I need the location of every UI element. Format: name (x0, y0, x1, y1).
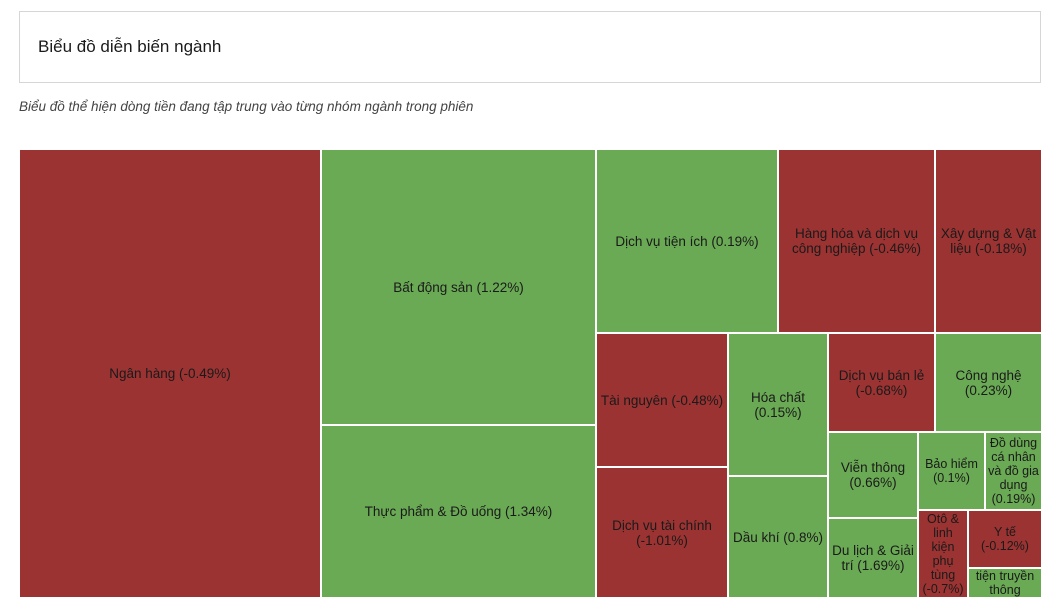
treemap-cell-du-lich-giai-tri[interactable]: Du lịch & Giải trí (1.69%) (828, 518, 918, 598)
treemap-cell-hang-hoa-va-dich-vu-cong-nghiep[interactable]: Hàng hóa và dịch vụ công nghiệp (-0.46%) (778, 149, 935, 333)
chart-header-box: Biểu đồ diễn biến ngành (19, 11, 1041, 83)
treemap-cell-dich-vu-tai-chinh[interactable]: Dịch vụ tài chính (-1.01%) (596, 467, 728, 598)
treemap-cell-label: Du lịch & Giải trí (1.69%) (832, 543, 914, 573)
treemap-cell-hoa-chat[interactable]: Hóa chất (0.15%) (728, 333, 828, 476)
treemap-cell-label: Dịch vụ tài chính (-1.01%) (612, 517, 712, 548)
treemap-cell-oto-linh-kien-phu-tung[interactable]: Otô & linh kiện phụ tùng (-0.7%) (918, 510, 968, 598)
treemap-cell-dich-vu-ban-le[interactable]: Dịch vụ bán lẻ (-0.68%) (828, 333, 935, 432)
treemap-cell-label: Dầu khí (0.8%) (732, 529, 824, 545)
treemap-cell-thuc-pham-do-uong[interactable]: Thực phẩm & Đồ uống (1.34%) (321, 425, 596, 598)
treemap-cell-label: Otô & linh kiện phụ tùng (-0.7%) (922, 512, 964, 596)
treemap-cell-label: Hóa chất (0.15%) (750, 389, 806, 420)
treemap-cell-label: Viễn thông (0.66%) (840, 460, 906, 490)
chart-subtitle: Biểu đồ thể hiện dòng tiền đang tập trun… (19, 99, 474, 114)
chart-header-title: Biểu đồ diễn biến ngành (38, 37, 222, 56)
treemap-cell-xay-dung-vat-lieu[interactable]: Xây dựng & Vật liệu (-0.18%) (935, 149, 1042, 333)
treemap-cell-cong-nghe[interactable]: Công nghệ (0.23%) (935, 333, 1042, 432)
treemap-cell-label: Hàng hóa và dịch vụ công nghiệp (-0.46%) (791, 226, 922, 256)
treemap-cell-dau-khi[interactable]: Dầu khí (0.8%) (728, 476, 828, 598)
treemap-cell-phuong-tien-truyen-thong[interactable]: tiện truyền thông (968, 568, 1042, 598)
treemap-cell-label: Ngân hàng (-0.49%) (109, 366, 231, 381)
treemap-cell-label: Tài nguyên (-0.48%) (600, 392, 724, 408)
treemap-cell-y-te[interactable]: Y tế (-0.12%) (968, 510, 1042, 568)
treemap-cell-dich-vu-tien-ich[interactable]: Dịch vụ tiện ích (0.19%) (596, 149, 778, 333)
treemap-cell-bat-dong-san[interactable]: Bất động sản (1.22%) (321, 149, 596, 425)
treemap-cell-label: Dịch vụ tiện ích (0.19%) (615, 233, 759, 249)
treemap-cell-label: Bảo hiểm (0.1%) (925, 457, 978, 485)
treemap-cell-label: Đồ dùng cá nhân và đồ gia dụng (0.19%) (988, 436, 1039, 506)
treemap-cell-label: Bất động sản (1.22%) (393, 279, 524, 295)
treemap-cell-label: Thực phẩm & Đồ uống (1.34%) (364, 504, 553, 519)
treemap-cell-bao-hiem[interactable]: Bảo hiểm (0.1%) (918, 432, 985, 510)
treemap-cell-tai-nguyen[interactable]: Tài nguyên (-0.48%) (596, 333, 728, 467)
treemap-cell-vien-thong[interactable]: Viễn thông (0.66%) (828, 432, 918, 518)
treemap-cell-label: Công nghệ (0.23%) (955, 367, 1022, 398)
sector-treemap: Ngân hàng (-0.49%) Bất động sản (1.22%) Th… (19, 149, 1042, 598)
treemap-cell-do-dung-ca-nhan-va-do-gia-dung[interactable]: Đồ dùng cá nhân và đồ gia dụng (0.19%) (985, 432, 1042, 510)
treemap-cell-label: tiện truyền thông (975, 569, 1035, 597)
treemap-cell-label: Y tế (-0.12%) (981, 525, 1029, 553)
treemap-cell-label: Xây dựng & Vật liệu (-0.18%) (940, 226, 1037, 256)
treemap-cell-ngan-hang[interactable]: Ngân hàng (-0.49%) (19, 149, 321, 598)
treemap-cell-label: Dịch vụ bán lẻ (-0.68%) (838, 367, 925, 398)
